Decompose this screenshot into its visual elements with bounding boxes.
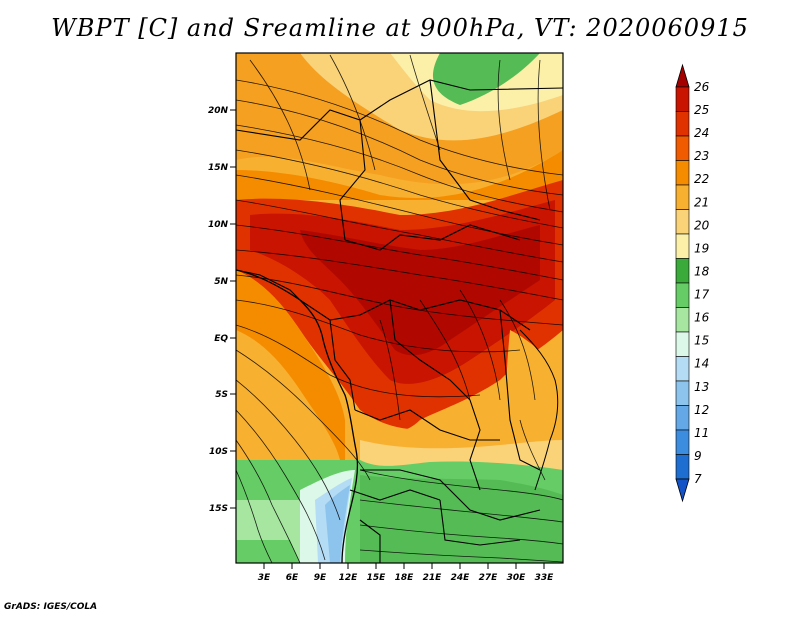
lon-label: 15E [367, 573, 387, 583]
colorbar-label: 18 [694, 264, 710, 278]
lon-label: 24E [451, 573, 471, 583]
colorbar-swatch [675, 331, 690, 357]
colorbar-swatch [675, 356, 690, 382]
lat-label: 5S [215, 390, 228, 400]
colorbar-label: 9 [694, 449, 702, 463]
wbpt-field [236, 53, 563, 563]
lon-label: 9E [314, 573, 327, 583]
colorbar-label: 25 [694, 103, 709, 117]
colorbar-swatch [675, 233, 690, 259]
colorbar-label: 26 [694, 80, 710, 94]
colorbar-swatch [675, 405, 690, 431]
lon-label: 33E [535, 573, 555, 583]
colorbar-swatch [675, 135, 690, 161]
colorbar-label: 11 [694, 426, 709, 440]
lon-label: 18E [395, 573, 415, 583]
colorbar-label: 14 [694, 357, 709, 371]
lat-label: 10S [209, 447, 228, 457]
colorbar: 26 25 24 23 22 21 20 19 18 17 16 15 14 13 12 11 9 7 [675, 63, 710, 503]
colorbar-label: 19 [694, 241, 709, 255]
colorbar-label: 16 [694, 311, 710, 325]
colorbar-swatch [675, 380, 690, 406]
colorbar-swatch [675, 86, 690, 112]
colorbar-swatch [675, 258, 690, 284]
lat-label: 20N [208, 106, 229, 116]
colorbar-swatch [675, 160, 690, 186]
lat-label: EQ [214, 334, 228, 344]
colorbar-label: 15 [694, 334, 709, 348]
lon-label: 3E [258, 573, 271, 583]
lon-label: 12E [339, 573, 359, 583]
colorbar-swatch [675, 454, 690, 480]
colorbar-label: 20 [694, 218, 710, 232]
colorbar-bottom-arrow [675, 478, 690, 503]
lon-label: 30E [507, 573, 527, 583]
grads-credit: GrADS: IGES/COLA [4, 602, 98, 612]
colorbar-label: 21 [694, 195, 709, 209]
map-title: WBPT [C] and Sreamline at 900hPa, VT: 20… [51, 14, 749, 42]
colorbar-swatch [675, 429, 690, 455]
lon-label: 6E [286, 573, 299, 583]
colorbar-swatch [675, 307, 690, 333]
colorbar-label: 24 [694, 126, 709, 140]
lat-label: 5N [214, 277, 228, 287]
colorbar-label: 22 [694, 172, 709, 186]
colorbar-swatch [675, 209, 690, 235]
colorbar-label: 7 [694, 472, 702, 486]
colorbar-swatch [675, 282, 690, 308]
colorbar-label: 12 [694, 403, 709, 417]
colorbar-top-arrow [675, 63, 690, 88]
lat-label: 15N [208, 163, 229, 173]
map-frame [235, 52, 564, 564]
colorbar-swatch [675, 111, 690, 137]
lon-label: 27E [479, 573, 499, 583]
colorbar-label: 17 [694, 288, 710, 302]
colorbar-swatch [675, 184, 690, 210]
colorbar-label: 13 [694, 380, 709, 394]
colorbar-label: 23 [694, 149, 709, 163]
lat-label: 15S [209, 504, 228, 514]
lat-label: 10N [208, 220, 229, 230]
lon-label: 21E [423, 573, 443, 583]
